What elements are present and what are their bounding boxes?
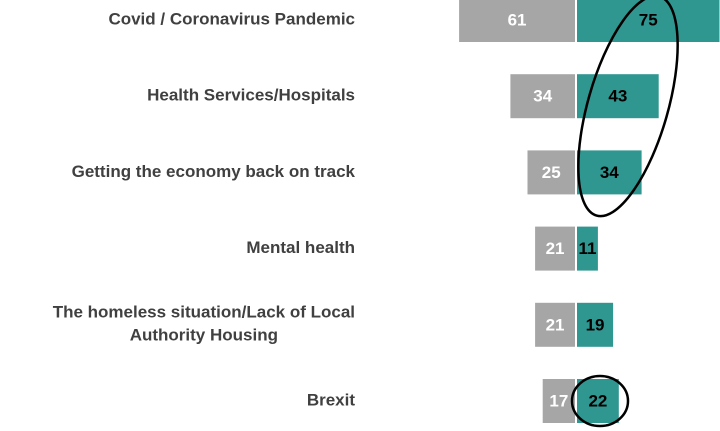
value-label: 22 [588,391,607,410]
category-label: The homeless situation/Lack of Local Auth… [53,303,355,345]
bar [535,226,575,271]
bar [535,302,575,347]
category-label: Health Services/Hospitals [147,86,355,105]
category-label: Brexit [307,390,356,409]
bars: Covid / Coronavirus Pandemic Health Servi… [53,0,720,423]
category-label: Mental health [246,238,355,257]
value-label: 34 [533,87,552,106]
bar [459,0,575,42]
highlight-ellipse [577,0,679,218]
bar [542,379,575,423]
category-label: Getting the economy back on track [72,162,356,181]
value-label: 17 [549,391,568,410]
bar [577,302,614,347]
value-label: 34 [600,163,619,182]
bar [577,150,642,195]
bar [577,0,720,42]
bar [577,74,659,119]
value-label: 21 [546,239,565,258]
bar [577,226,598,271]
value-label: 19 [586,315,605,334]
value-label: 75 [639,10,658,29]
value-label: 43 [608,87,627,106]
value-label: 11 [578,239,596,258]
value-label: 21 [546,315,565,334]
highlight-circle [570,374,630,428]
bar [510,74,575,119]
category-label: Covid / Coronavirus Pandemic [108,9,355,28]
bar [527,150,575,195]
value-label: 61 [508,10,527,29]
value-label: 25 [542,163,561,182]
bar [577,379,619,423]
